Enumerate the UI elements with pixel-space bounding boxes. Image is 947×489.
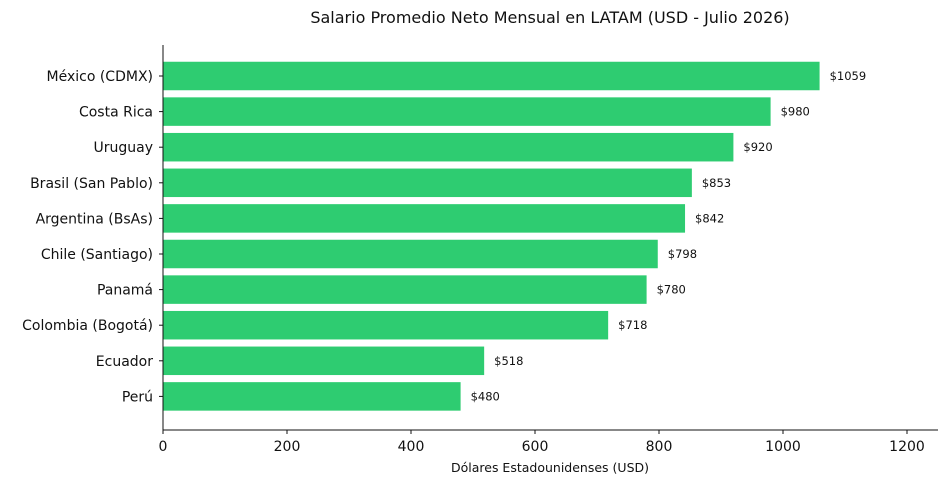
y-tick-label: Ecuador <box>96 354 153 370</box>
x-tick-label: 1000 <box>765 439 801 455</box>
y-tick-label: Uruguay <box>94 140 154 156</box>
y-tick-label: Argentina (BsAs) <box>36 211 153 227</box>
bar-value-label: $480 <box>471 389 500 403</box>
bar-value-label: $718 <box>618 318 647 332</box>
bar-value-label: $980 <box>781 105 810 119</box>
y-tick-label: México (CDMX) <box>47 69 153 85</box>
chart-title: Salario Promedio Neto Mensual en LATAM (… <box>310 8 789 27</box>
axes-layer: México (CDMX) Costa Rica Uruguay Brasil (Sa… <box>22 45 938 455</box>
bar <box>163 346 485 376</box>
bar-value-label: $798 <box>668 247 697 261</box>
x-tick-label: 1200 <box>889 439 925 455</box>
bar-value-label: $780 <box>657 283 686 297</box>
x-tick-label: 800 <box>646 439 673 455</box>
bar <box>163 275 647 304</box>
y-tick-label: Colombia (Bogotá) <box>22 318 153 334</box>
bar <box>163 168 692 198</box>
bar <box>163 97 771 126</box>
bar <box>163 204 686 233</box>
y-tick-label: Perú <box>122 389 153 405</box>
y-tick-label: Chile (Santiago) <box>41 247 153 263</box>
bar-value-label: $1059 <box>830 69 867 83</box>
bar <box>163 132 734 162</box>
x-tick-label: 200 <box>274 439 301 455</box>
bar-value-label: $920 <box>743 140 772 154</box>
bar <box>163 61 820 91</box>
x-tick-label: 600 <box>522 439 549 455</box>
bar-value-label: $853 <box>702 176 731 190</box>
y-tick-label: Brasil (San Pablo) <box>30 176 153 192</box>
bar <box>163 382 461 411</box>
x-axis-title: Dólares Estadounidenses (USD) <box>451 460 649 475</box>
bar <box>163 310 609 340</box>
bar-value-label: $842 <box>695 211 724 225</box>
bar-value-label: $518 <box>494 354 523 368</box>
y-tick-label: Costa Rica <box>79 105 153 121</box>
x-tick-label: 0 <box>159 439 168 455</box>
bars-layer: $1059 $980 $920 $853 $842 $798 $780 $718 $518 $48… <box>163 61 867 411</box>
x-tick-label: 400 <box>398 439 425 455</box>
y-tick-label: Panamá <box>97 283 153 299</box>
bar <box>163 239 658 269</box>
